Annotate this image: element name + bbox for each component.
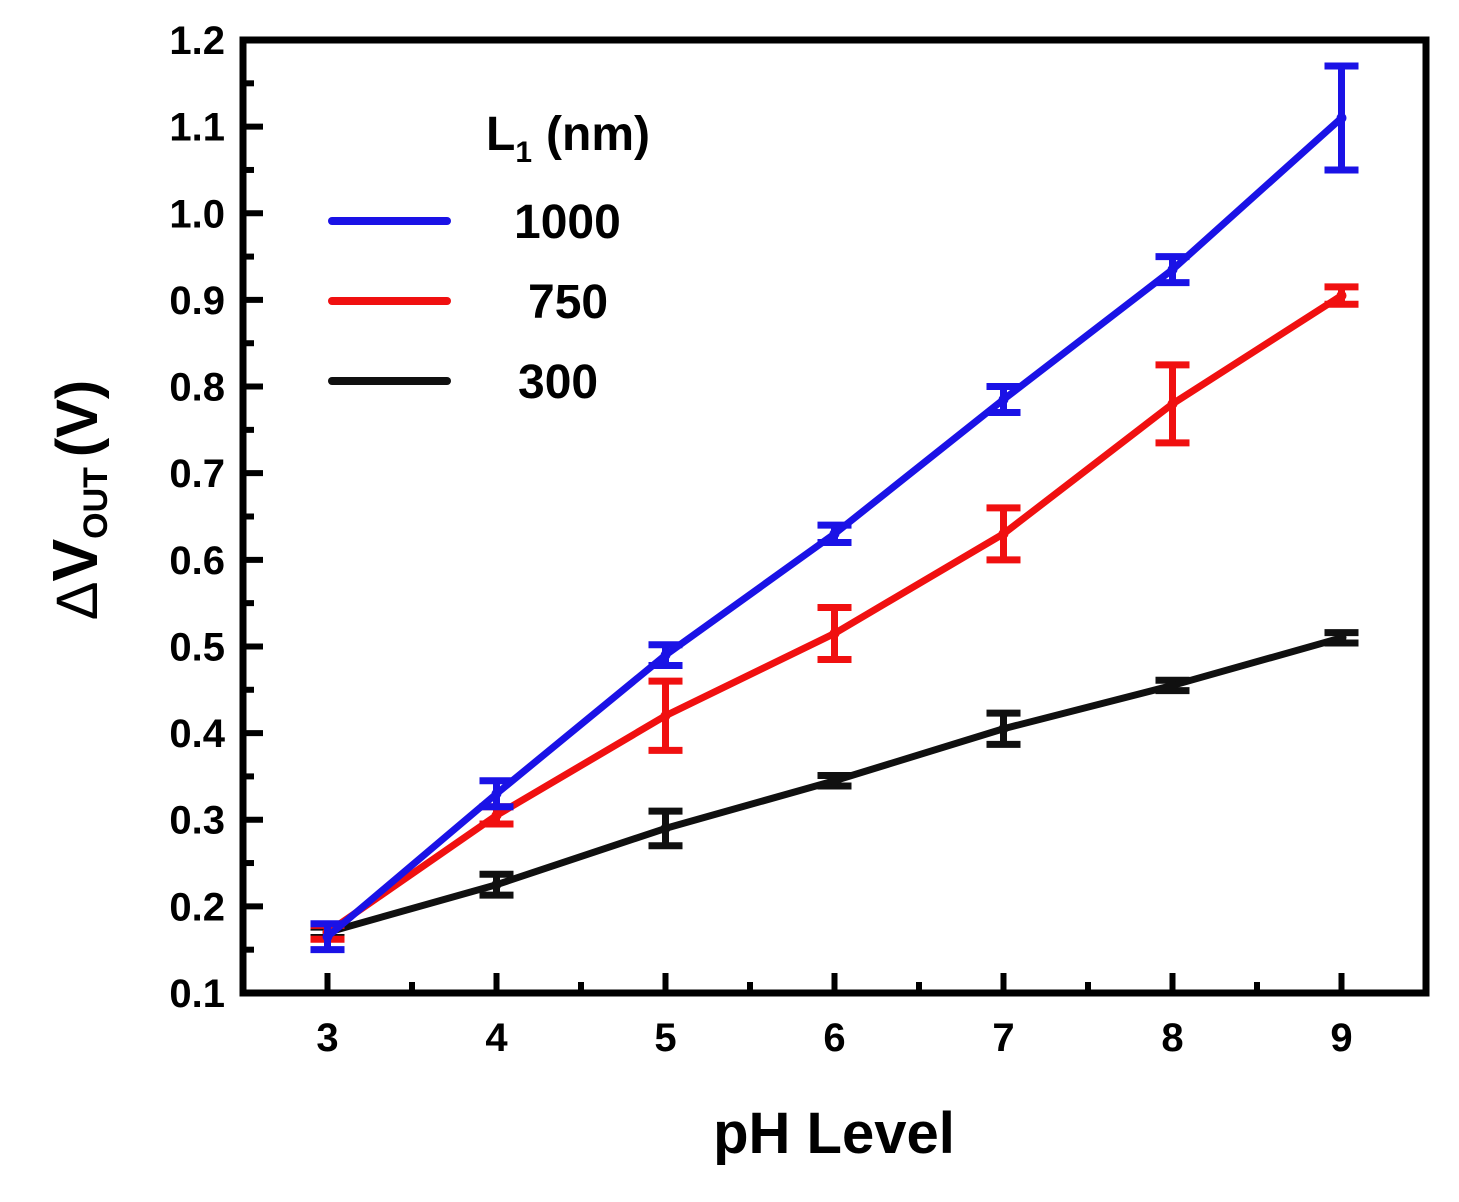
y-tick-label: 0.6 (169, 539, 225, 583)
data-point (998, 528, 1009, 539)
y-axis-title-main: V (39, 539, 111, 582)
x-axis-title: pH Level (713, 1101, 955, 1166)
data-point (829, 775, 840, 786)
data-point (998, 394, 1009, 405)
legend-label: 1000 (514, 196, 621, 249)
data-point (1167, 264, 1178, 275)
data-point (491, 810, 502, 821)
y-tick-label: 0.1 (169, 972, 225, 1016)
data-point (491, 879, 502, 890)
data-point (660, 650, 671, 661)
y-axis-title-delta: Δ (45, 582, 110, 621)
y-tick-label: 0.8 (169, 366, 225, 410)
data-point (1336, 632, 1347, 643)
x-tick-label: 5 (654, 1016, 676, 1060)
series-300 (310, 629, 1359, 942)
legend-title-unit: (nm) (546, 108, 650, 161)
legend-item-1000: 1000 (328, 196, 621, 249)
data-point (660, 823, 671, 834)
series-1000 (310, 62, 1359, 954)
y-tick-label: 0.4 (169, 712, 225, 756)
data-point (1336, 112, 1347, 123)
y-axis-title-subscript: OUT (77, 467, 115, 539)
data-point (660, 710, 671, 721)
y-tick-label: 0.5 (169, 625, 225, 669)
data-point (1167, 398, 1178, 409)
legend-item-750: 750 (328, 276, 608, 329)
series-750 (310, 283, 1359, 943)
x-tick-labels: 3 4 5 6 7 8 9 (316, 1016, 1352, 1060)
data-point (998, 723, 1009, 734)
x-tick-label: 3 (316, 1016, 338, 1060)
data-point (322, 931, 333, 942)
y-tick-label: 0.2 (169, 885, 225, 929)
legend-label: 750 (528, 276, 608, 329)
data-point (491, 788, 502, 799)
plot-frame (239, 36, 1430, 997)
x-tick-label: 7 (992, 1016, 1014, 1060)
y-tick-label: 1.0 (169, 192, 225, 236)
series-layer (310, 62, 1359, 954)
y-tick-label: 0.3 (169, 799, 225, 843)
x-tick-label: 6 (823, 1016, 845, 1060)
legend-label: 300 (518, 356, 598, 409)
data-point (1336, 290, 1347, 301)
y-tick-label: 1.1 (169, 106, 225, 150)
legend-title: L1 (nm) (486, 108, 650, 169)
legend-title-main: L (486, 108, 515, 161)
tick-marks (240, 37, 1429, 996)
legend-title-sub: 1 (515, 136, 532, 169)
x-tick-label: 4 (485, 1016, 508, 1060)
data-point (1167, 680, 1178, 691)
y-tick-labels: 0.1 0.2 0.3 0.4 0.5 0.6 0.7 0.8 0.9 1.0 1.1 1.2 (169, 19, 225, 1016)
y-axis-title-unit: (V) (45, 380, 110, 457)
y-axis-title: ΔVOUT (V) (39, 380, 115, 621)
legend: L1 (nm) 1000 750 300 (328, 108, 650, 409)
y-tick-label: 0.9 (169, 279, 225, 323)
x-tick-label: 9 (1330, 1016, 1352, 1060)
x-tick-label: 8 (1161, 1016, 1183, 1060)
legend-item-300: 300 (328, 356, 598, 409)
y-tick-label: 1.2 (169, 19, 225, 63)
legend-items: 1000 750 300 (328, 196, 621, 409)
data-point (829, 628, 840, 639)
y-tick-label: 0.7 (169, 452, 225, 496)
data-point (829, 528, 840, 539)
